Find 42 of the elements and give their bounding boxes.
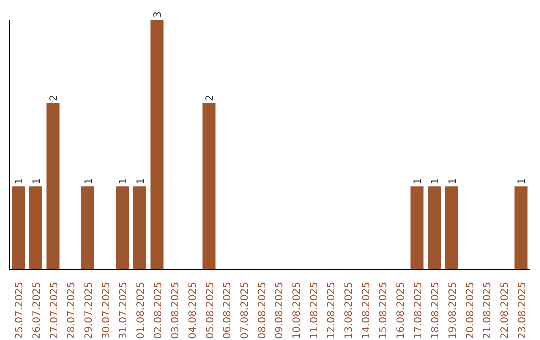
x-tick-label: 11.08.2025 [309,282,320,340]
x-tick-label: 07.08.2025 [240,282,251,340]
x-tick-label: 20.08.2025 [465,282,476,340]
x-tick-label: 14.08.2025 [361,282,372,340]
x-tick-label: 02.08.2025 [153,282,164,340]
data-label: 1 [448,178,459,185]
data-label: 1 [517,178,528,185]
data-label: 1 [430,178,442,185]
data-label: 2 [49,94,60,102]
data-label: 1 [413,178,424,185]
x-tick-label: 12.08.2025 [326,282,338,340]
x-tick-label: 22.08.2025 [500,282,511,340]
x-tick-label: 18.08.2025 [430,282,442,340]
x-tick-label: 03.08.2025 [170,282,182,340]
x-tick-label: 15.08.2025 [378,282,390,340]
x-tick-label: 10.08.2025 [292,282,303,340]
x-tick-label: 17.08.2025 [413,282,424,340]
x-tick-label: 04.08.2025 [188,282,199,340]
x-tick-label: 16.08.2025 [396,282,407,340]
x-tick-label: 21.08.2025 [482,282,494,340]
x-tick-label: 27.07.2025 [49,282,60,340]
x-tick-label: 19.08.2025 [448,282,459,340]
x-tick-label: 06.08.2025 [222,282,234,340]
x-tick-label: 31.07.2025 [118,282,130,340]
x-tick-label: 26.07.2025 [32,282,43,340]
x-tick-label: 23.08.2025 [517,282,528,340]
data-label: 2 [205,94,216,102]
data-label: 1 [14,178,26,185]
x-tick-label: 05.08.2025 [205,282,216,340]
data-label: 1 [84,178,95,185]
x-tick-label: 29.07.2025 [84,282,95,340]
data-label: 1 [118,178,130,185]
x-tick-label: 09.08.2025 [274,282,286,340]
data-label: 1 [32,178,43,185]
x-tick-label: 30.07.2025 [101,282,112,340]
data-label: 1 [136,178,147,185]
x-tick-label: 25.07.2025 [14,282,26,340]
x-tick-label: 13.08.2025 [344,282,355,340]
x-tick-label: 08.08.2025 [257,282,268,340]
x-tick-label: 28.07.2025 [66,282,78,340]
data-label: 3 [153,12,164,18]
x-tick-label: 01.08.2025 [136,282,147,340]
